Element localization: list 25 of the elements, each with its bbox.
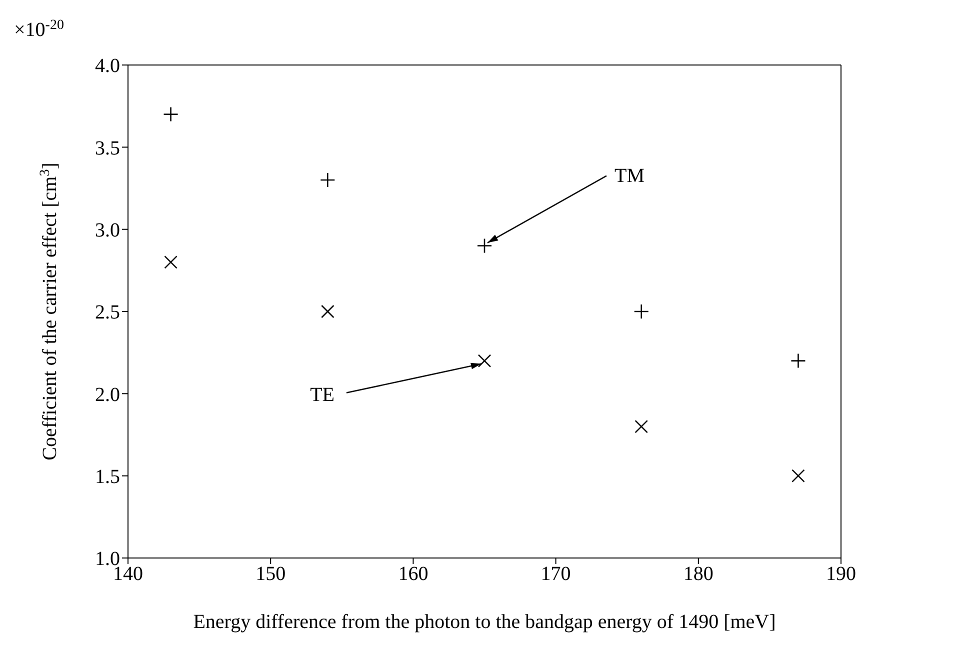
point (320, 304, 334, 318)
y-tick-label: 3.0 (95, 219, 120, 242)
y-tick-label: 3.5 (95, 137, 120, 160)
y-tick-label: 2.0 (95, 384, 120, 406)
y-tick-label: 2.5 (95, 302, 120, 324)
y-tick-label: 4.0 (95, 55, 120, 78)
y-tick-label: 1.5 (95, 466, 120, 488)
point (163, 106, 178, 122)
annotation: TE (310, 384, 334, 406)
point (634, 420, 648, 434)
text: ×10$^{-20}$ (14, 18, 64, 41)
x-tick-label: 180 (683, 563, 714, 586)
point (792, 469, 805, 482)
point (476, 238, 492, 254)
x-tick-label: 190 (826, 563, 856, 586)
x-tick-label: 170 (540, 563, 571, 586)
annotation: TM (614, 164, 645, 187)
x-axis-title: Energy difference from the photon to the bandgap energy of 1490 [meV] (193, 611, 776, 633)
point (634, 304, 650, 320)
x-tick-label: 160 (398, 563, 428, 586)
point (790, 353, 806, 368)
point (164, 256, 178, 269)
point (320, 172, 336, 188)
x-tick-label: 150 (256, 563, 286, 586)
point (478, 354, 492, 368)
